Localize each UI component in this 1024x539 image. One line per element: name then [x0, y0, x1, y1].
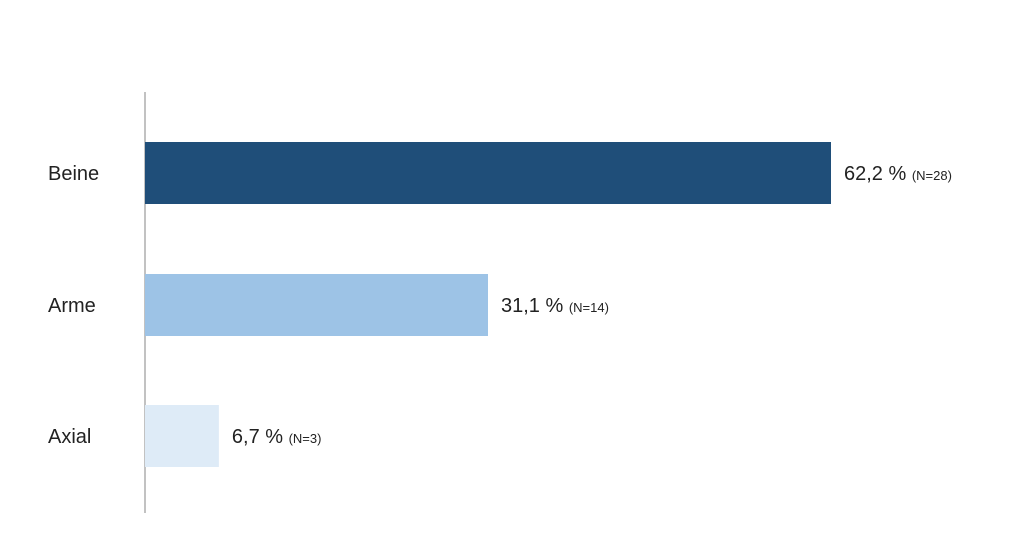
- value-percent: 62,2 %: [844, 163, 912, 185]
- value-count: (N=14): [569, 300, 609, 315]
- value-percent: 31,1 %: [501, 295, 569, 317]
- bars-group: Beine 62,2 % (N=28) Arme 31,1 % (N=14) Axial…: [48, 142, 952, 467]
- category-label-beine: Beine: [48, 163, 99, 185]
- value-count: (N=28): [912, 168, 952, 183]
- value-percent: 6,7 %: [232, 426, 289, 448]
- value-label-arme: 31,1 % (N=14): [501, 295, 609, 317]
- bar-beine: [145, 142, 831, 204]
- value-label-axial: 6,7 % (N=3): [232, 426, 322, 448]
- category-label-arme: Arme: [48, 295, 96, 317]
- category-label-axial: Axial: [48, 426, 91, 448]
- value-label-beine: 62,2 % (N=28): [844, 163, 952, 185]
- value-count: (N=3): [289, 431, 322, 446]
- bar-axial: [145, 405, 219, 467]
- bar-arme: [145, 274, 488, 336]
